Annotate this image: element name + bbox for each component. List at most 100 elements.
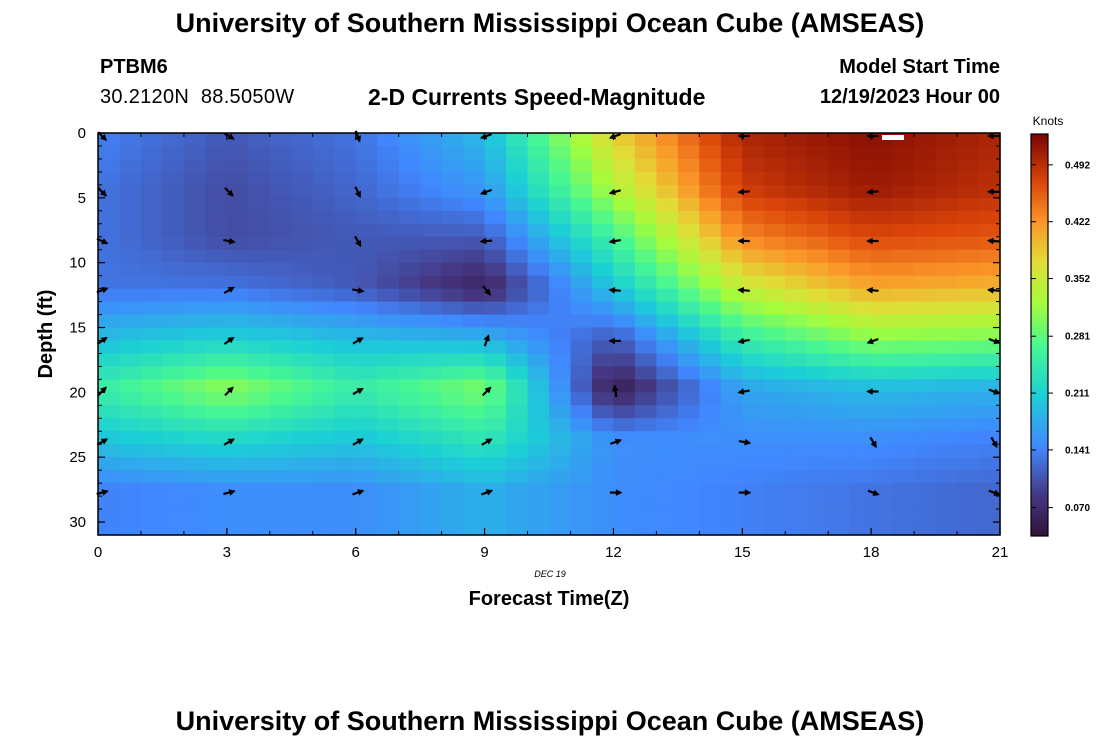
heatmap-cell [398,236,421,251]
heatmap-cell [441,236,464,251]
heatmap-cell [291,470,314,484]
heatmap-cell [420,444,443,458]
heatmap-cell [441,405,464,419]
heatmap-cell [957,418,980,432]
heatmap-cell [935,314,958,329]
heatmap-cell [119,171,142,186]
heatmap-cell [613,340,636,355]
heatmap-cell [957,184,980,199]
heatmap-cell [634,184,657,199]
heatmap-cell [742,262,765,277]
heatmap-cell [742,171,765,186]
heatmap-cell [312,483,335,497]
heatmap-cell [849,379,872,393]
heatmap-cell [591,184,615,199]
heatmap-cell [377,197,400,212]
heatmap-cell [119,184,142,199]
current-arrow [988,489,1001,496]
heatmap-cell [226,301,249,316]
heatmap-cell [763,288,786,303]
heatmap-cell [527,379,550,393]
heatmap-cell [119,392,142,406]
heatmap-cell [699,457,722,471]
heatmap-cell [613,327,636,342]
heatmap-cell [806,366,829,380]
arrow-head [101,287,109,294]
heatmap-cell [312,496,335,510]
heatmap-cell [914,496,937,510]
heatmap-cell [914,340,937,355]
heatmap-cell [484,145,507,160]
heatmap-cell [183,457,206,471]
heatmap-cell [248,210,271,225]
heatmap-cell [656,509,679,523]
heatmap-cell [720,366,743,380]
heatmap-cell [334,171,357,186]
heatmap-cell [742,145,765,160]
heatmap-cell [183,275,206,290]
arrow-head [744,489,752,496]
heatmap-cell [957,392,980,406]
heatmap-cell [162,379,185,393]
heatmap-cell [978,288,1001,303]
heatmap-cell [205,366,228,380]
heatmap-cell [205,457,228,471]
heatmap-cell [140,223,164,238]
heatmap-cell [140,145,164,160]
heatmap-cell [162,197,185,212]
heatmap-cell [98,405,121,419]
heatmap-cell [591,210,615,225]
heatmap-cell [484,275,507,290]
heatmap-cell [441,171,464,186]
heatmap-cell [398,184,421,199]
heatmap-cell [377,301,400,316]
current-arrow [481,386,492,397]
heatmap-cell [183,133,206,147]
heatmap-cell [506,405,529,419]
heatmap-cell [677,496,700,510]
heatmap-cell [398,470,421,484]
heatmap-cell [978,392,1001,406]
heatmap-cell [162,301,185,316]
heatmap-cell [205,431,228,445]
heatmap-cell [785,431,808,445]
heatmap-cell [699,392,722,406]
heatmap-cell [226,158,249,173]
heatmap-cell [98,145,121,160]
heatmap-cell [763,392,786,406]
heatmap-cell [377,288,400,303]
heatmap-cell [828,223,851,238]
heatmap-cell [828,392,851,406]
heatmap-cell [506,249,529,264]
heatmap-cell [98,509,121,523]
heatmap-cell [420,184,443,199]
heatmap-cell [398,133,421,147]
heatmap-cell [420,223,443,238]
heatmap-cell [162,262,185,277]
heatmap-cell [484,184,507,199]
heatmap-cell [549,444,572,458]
heatmap-cell [140,431,164,445]
heatmap-cell [355,301,378,316]
heatmap-cell [226,314,249,329]
heatmap-cell [570,275,593,290]
heatmap-cell [914,171,937,186]
heatmap-cell [570,470,593,484]
heatmap-cell [291,496,314,510]
heatmap-cell [677,158,700,173]
heatmap-cell [248,444,271,458]
heatmap-cell [742,275,765,290]
heatmap-cell [162,496,185,510]
heatmap-cell [183,431,206,445]
heatmap-cell [742,210,765,225]
heatmap-cell [871,340,894,355]
heatmap-cell [334,236,357,251]
heatmap-cell [634,470,657,484]
heatmap-cell [441,496,464,510]
heatmap-cell [699,262,722,277]
heatmap-cell [205,275,228,290]
heatmap-cell [613,522,636,536]
heatmap-cell [892,509,915,523]
heatmap-cell [763,314,786,329]
heatmap-cell [720,184,743,199]
